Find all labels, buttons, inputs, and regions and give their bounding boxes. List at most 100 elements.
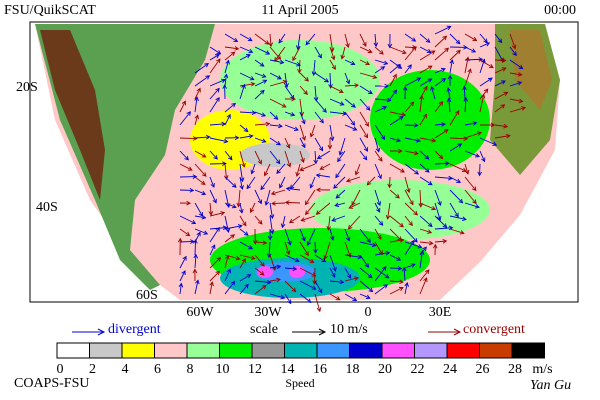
colorbar-label: Speed: [285, 376, 314, 390]
wind-arrow-head: [285, 186, 291, 192]
wind-arrow: [348, 215, 361, 230]
wind-arrow: [359, 137, 368, 152]
wind-arrow: [290, 176, 301, 189]
wind-arrow: [329, 111, 347, 115]
colorbar-box: [349, 342, 383, 359]
colorbar-box: [381, 342, 415, 359]
wind-arrow: [329, 228, 334, 240]
wind-arrow-head: [378, 250, 383, 256]
wind-arrow: [335, 189, 346, 199]
wind-arrow-head: [220, 211, 226, 216]
wind-arrow-head: [252, 240, 258, 245]
wind-arrow-head: [416, 77, 422, 82]
wind-arrow: [331, 215, 346, 222]
wind-arrow: [269, 72, 282, 80]
wind-arrow-head: [300, 158, 305, 163]
wind-arrow-head: [203, 230, 209, 235]
wind-arrow: [254, 59, 265, 67]
wind-arrow-head: [431, 138, 437, 143]
wind-arrow: [374, 266, 387, 282]
wind-arrow-head: [192, 268, 198, 274]
wind-arrow-head: [313, 249, 318, 254]
wind-arrow-head: [352, 126, 358, 131]
wind-arrow: [344, 59, 355, 65]
wind-arrow: [359, 254, 369, 268]
wind-arrow-head: [367, 89, 373, 95]
wind-arrow: [209, 176, 215, 188]
wind-arrow-head: [351, 103, 356, 108]
wind-arrow-head: [226, 268, 231, 274]
lat-label: 60S: [136, 288, 158, 303]
wind-arrow-head: [230, 280, 236, 286]
wind-arrow-head: [295, 171, 300, 177]
wind-arrow: [209, 88, 220, 100]
land: [40, 30, 105, 200]
wind-arrow-head: [291, 287, 297, 293]
wind-arrow: [329, 33, 334, 52]
wind-arrow: [329, 280, 344, 283]
wind-arrow-head: [230, 234, 235, 239]
wind-arrow-head: [438, 154, 444, 160]
legend: divergent scale 10 m/s convergent: [72, 322, 525, 337]
wind-arrow-head: [440, 67, 446, 73]
wind-arrow-head: [363, 147, 368, 152]
wind-arrow-head: [227, 155, 233, 161]
wind-arrow: [269, 265, 281, 269]
wind-arrow: [292, 46, 301, 61]
wind-arrow: [494, 91, 508, 100]
wind-arrow-head: [366, 180, 372, 186]
wind-arrow: [269, 59, 284, 64]
wind-arrow: [337, 150, 346, 162]
wind-arrow-head: [268, 42, 274, 48]
wind-arrow-head: [392, 89, 398, 95]
wind-arrow-head: [399, 222, 404, 228]
wind-arrow: [194, 163, 207, 177]
wind-arrow-head: [250, 255, 256, 261]
wind-arrow-head: [301, 143, 306, 149]
wind-arrow-head: [243, 127, 249, 133]
wind-arrow: [239, 150, 245, 168]
wind-arrow: [329, 46, 335, 60]
wind-arrow-head: [250, 169, 255, 175]
wind-arrow: [314, 293, 321, 312]
wind-arrow: [419, 202, 436, 210]
wind-arrow-head: [354, 83, 360, 88]
wind-arrow-head: [248, 245, 254, 250]
wind-arrow: [419, 176, 433, 186]
wind-arrow-head: [280, 223, 286, 229]
wind-arrow: [449, 163, 467, 172]
wind-arrow-head: [231, 183, 237, 188]
wind-arrow-head: [190, 239, 195, 244]
wind-arrow-head: [225, 59, 230, 65]
wind-arrow: [299, 241, 309, 256]
wind-arrow: [389, 280, 404, 283]
wind-arrow-head: [318, 146, 324, 152]
wind-arrow: [404, 137, 421, 142]
wind-arrow: [239, 54, 251, 61]
wind-arrow: [404, 33, 416, 42]
legend-arrow: [97, 328, 106, 336]
wind-arrow: [299, 280, 316, 290]
lon-label: 30E: [429, 305, 452, 320]
wind-arrow: [359, 150, 368, 160]
wind-arrow-head: [413, 210, 418, 216]
wind-arrow-head: [385, 250, 391, 256]
wind-arrow-head: [413, 122, 419, 128]
wind-arrow: [209, 54, 220, 61]
wind-arrow-head: [215, 270, 221, 276]
wind-arrow: [419, 250, 423, 269]
wind-arrow-head: [385, 214, 391, 220]
wind-arrow: [434, 35, 447, 48]
wind-arrow-head: [285, 250, 291, 256]
wind-arrow-head: [208, 210, 214, 216]
wind-arrow: [260, 176, 271, 190]
wind-arrow: [464, 150, 480, 157]
wind-arrow-head: [365, 60, 371, 66]
wind-arrow: [449, 189, 463, 204]
wind-arrow: [254, 215, 263, 225]
wind-arrow-head: [243, 231, 249, 236]
wind-arrow-head: [339, 101, 345, 106]
wind-arrow-head: [270, 190, 276, 196]
wind-arrow: [359, 59, 370, 65]
wind-arrow: [299, 254, 314, 263]
